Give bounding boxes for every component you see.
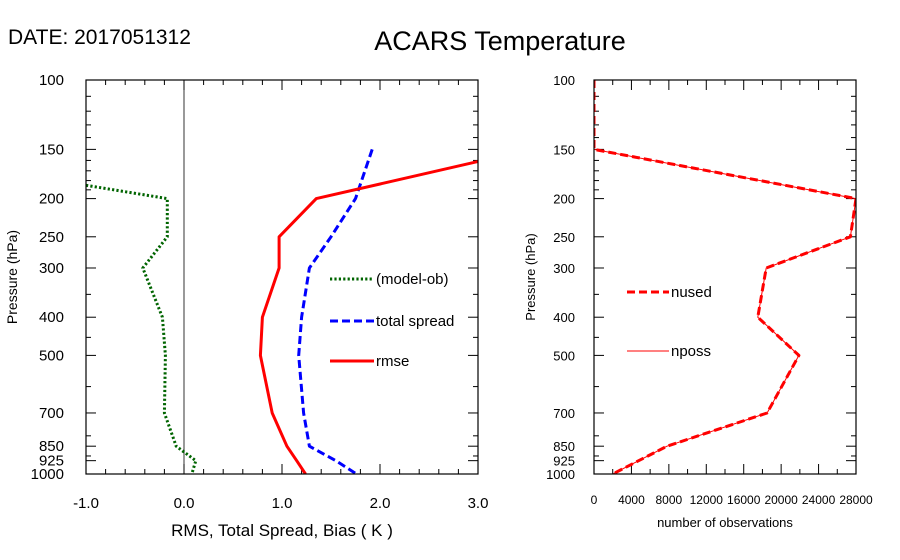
y-tick-label: 250 [39,229,64,246]
x-tick-label: 20000 [764,493,798,507]
y-tick-label: 925 [39,453,64,470]
y-tick-label: 1000 [546,467,575,482]
x-axis-label: RMS, Total Spread, Bias ( K ) [171,521,393,540]
y-tick-label: 250 [553,230,575,245]
legend-label: total spread [376,313,454,330]
x-tick-label: 0 [591,493,598,507]
x-tick-label: 16000 [727,493,761,507]
y-tick-label: 500 [39,347,64,364]
y-tick-label: 400 [39,309,64,326]
y-tick-label: 925 [553,454,575,469]
x-tick-label: 1.0 [272,495,293,512]
y-tick-label: 300 [553,261,575,276]
legend-label: nposs [671,343,711,360]
legend-label: rmse [376,353,409,370]
x-tick-label: 28000 [839,493,873,507]
y-tick-label: 850 [39,438,64,455]
y-tick-label: 200 [39,191,64,208]
x-tick-label: 24000 [802,493,836,507]
series-line-nposs [594,80,856,474]
x-tick-label: -1.0 [73,495,99,512]
chart-title: ACARS Temperature [374,26,626,56]
series-group [594,80,856,474]
x-tick-label: 12000 [690,493,724,507]
y-axis-label: Pressure (hPa) [4,230,20,324]
y-tick-label: 700 [39,405,64,422]
x-tick-label: 8000 [656,493,683,507]
x-tick-label: 3.0 [468,495,489,512]
series-line-nused [594,80,856,474]
y-tick-label: 850 [553,439,575,454]
x-tick-label: 2.0 [370,495,391,512]
series-line-modelob [86,183,198,474]
y-tick-label: 150 [39,141,64,158]
legend-label: nused [671,284,712,301]
plot-frame [593,79,857,475]
y-tick-label: 100 [553,73,575,88]
series-line-rmse [258,159,478,474]
x-axis-label: number of observations [657,515,793,530]
y-tick-label: 500 [553,348,575,363]
y-tick-label: 300 [39,260,64,277]
series-line-totalspread [297,148,374,474]
x-tick-label: 4000 [618,493,645,507]
series-group [86,148,478,474]
y-tick-label: 150 [553,142,575,157]
plot-frame [85,79,479,475]
x-tick-label: 0.0 [174,495,195,512]
y-tick-label: 1000 [31,466,64,483]
y-axis-label: Pressure (hPa) [523,233,538,320]
y-tick-label: 400 [553,310,575,325]
y-tick-label: 700 [553,406,575,421]
legend-label: (model-ob) [376,271,449,288]
date-label: DATE: 2017051312 [8,26,191,49]
y-tick-label: 200 [553,192,575,207]
y-tick-label: 100 [39,72,64,89]
